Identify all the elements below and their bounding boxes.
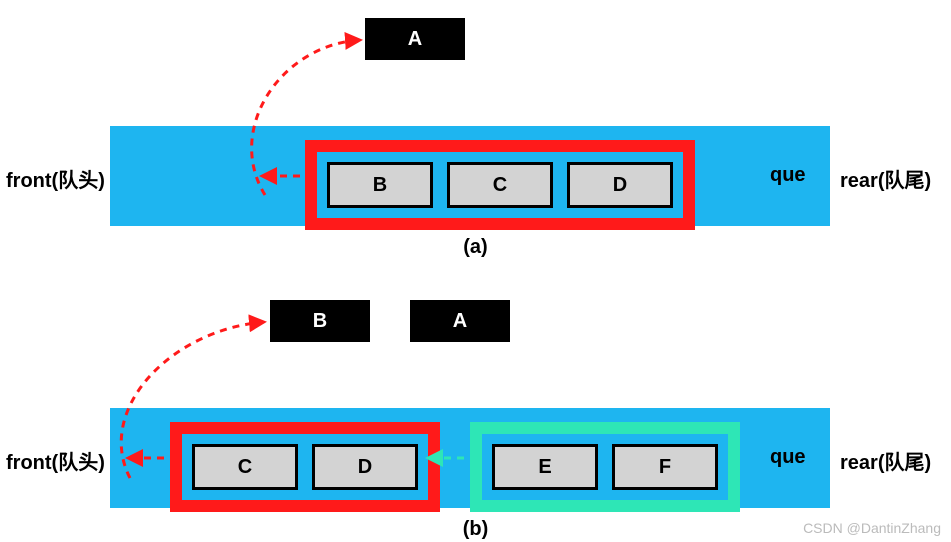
queue-cell: F: [612, 444, 718, 490]
queue-cell: D: [567, 162, 673, 208]
diagram-canvas: A B C D front(队头) que rear(队尾) (a) B A C…: [0, 0, 951, 542]
que-label-a: que: [770, 164, 806, 187]
front-label-a: front(队头): [6, 164, 105, 193]
que-label-b: que: [770, 446, 806, 469]
queue-cell: E: [492, 444, 598, 490]
rear-label-a: rear(队尾): [840, 164, 931, 193]
queue-cell: D: [312, 444, 418, 490]
rear-label-b: rear(队尾): [840, 446, 931, 475]
queue-cell: C: [192, 444, 298, 490]
watermark: CSDN @DantinZhang: [803, 520, 941, 536]
queue-cells-b-teal: E F: [470, 422, 740, 512]
cell-label: D: [358, 456, 372, 479]
queue-cell: C: [447, 162, 553, 208]
cell-label: D: [613, 174, 627, 197]
dequeued-box-a-A: A: [365, 18, 465, 60]
dequeued-label: B: [313, 310, 327, 333]
front-label-b: front(队头): [6, 446, 105, 475]
dequeued-label: A: [453, 310, 467, 333]
cell-label: E: [538, 456, 551, 479]
cell-label: B: [373, 174, 387, 197]
cell-label: C: [493, 174, 507, 197]
cell-label: C: [238, 456, 252, 479]
queue-cells-a: B C D: [305, 140, 695, 230]
dequeued-box-b-A: A: [410, 300, 510, 342]
dequeued-box-b-B: B: [270, 300, 370, 342]
cell-label: F: [659, 456, 671, 479]
dequeued-label: A: [408, 28, 422, 51]
queue-cell: B: [327, 162, 433, 208]
caption-a: (a): [0, 236, 951, 259]
queue-cells-b-red: C D: [170, 422, 440, 512]
